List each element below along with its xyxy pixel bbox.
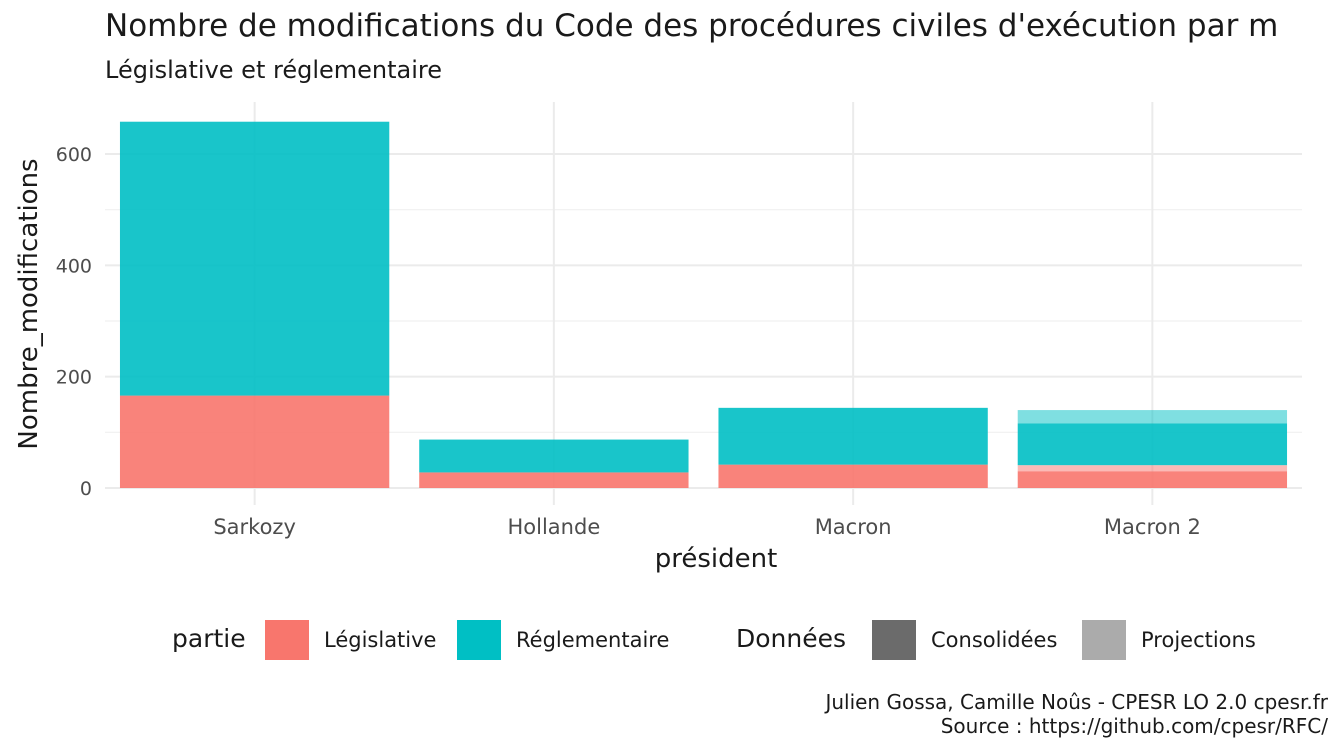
bar-legislative-consolidees-macron: [718, 464, 988, 488]
y-tick-label: 200: [56, 367, 92, 389]
legend-label-legislative: Législative: [324, 628, 437, 652]
bar-reglementaire-consolidees-sarkozy: [119, 121, 390, 396]
chart-subtitle: Législative et réglementaire: [105, 56, 442, 84]
legend: partie Législative Réglementaire Données…: [0, 618, 1344, 666]
caption: Julien Gossa, Camille Noûs - CPESR LO 2.…: [825, 690, 1328, 738]
bars-group: [119, 121, 1288, 488]
legend-label-reglementaire: Réglementaire: [516, 628, 670, 652]
bar-reglementaire-projections-macron-2: [1017, 410, 1288, 424]
y-tick-label: 0: [80, 478, 92, 500]
bar-legislative-consolidees-sarkozy: [119, 395, 390, 488]
chart-title: Nombre de modifications du Code des proc…: [105, 8, 1279, 44]
y-tick-label: 600: [56, 144, 92, 166]
x-tick-labels: Sarkozy Hollande Macron Macron 2: [213, 515, 1200, 539]
y-axis-label: Nombre_modifications: [14, 158, 44, 449]
bar-reglementaire-consolidees-hollande: [419, 439, 689, 473]
bar-legislative-projections-macron-2: [1017, 465, 1288, 472]
legend-key-legislative: [265, 620, 309, 660]
y-tick-labels: 0 200 400 600: [56, 144, 92, 500]
plot-area: 0 200 400 600 Sarkozy Hollande Macron Macron 2…: [14, 102, 1302, 574]
legend-key-consolidees: [872, 620, 916, 660]
bar-legislative-consolidees-macron-2: [1017, 471, 1288, 488]
legend-title-partie: partie: [172, 624, 246, 653]
bar-reglementaire-consolidees-macron: [718, 407, 988, 465]
bar-reglementaire-consolidees-macron-2: [1017, 423, 1288, 466]
legend-title-donnees: Données: [736, 624, 847, 653]
caption-source: Source : https://github.com/cpesr/RFC/: [940, 714, 1328, 738]
x-tick-label: Hollande: [508, 515, 601, 539]
y-tick-label: 400: [56, 255, 92, 277]
x-tick-label: Macron: [815, 515, 892, 539]
x-tick-label: Sarkozy: [213, 515, 296, 539]
legend-label-projections: Projections: [1141, 628, 1256, 652]
x-tick-label: Macron 2: [1104, 515, 1201, 539]
legend-label-consolidees: Consolidées: [931, 628, 1058, 652]
bar-legislative-consolidees-hollande: [419, 472, 689, 488]
x-axis-label: président: [655, 544, 778, 574]
legend-key-reglementaire: [457, 620, 501, 660]
caption-authors: Julien Gossa, Camille Noûs - CPESR LO 2.…: [825, 690, 1328, 714]
legend-key-projections: [1082, 620, 1126, 660]
